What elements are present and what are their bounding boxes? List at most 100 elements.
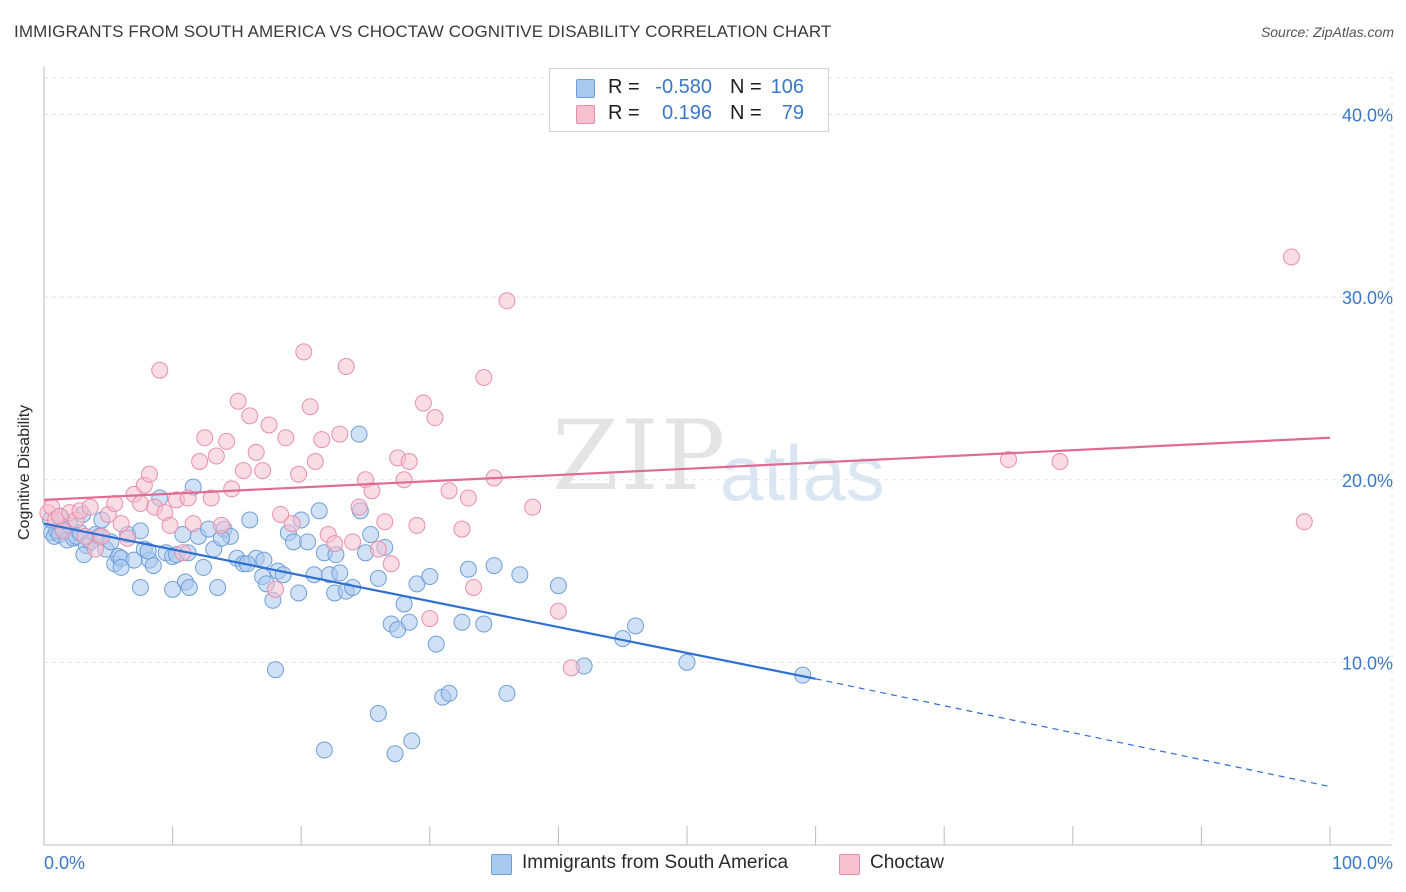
point-immigrants — [290, 584, 308, 602]
point-immigrants — [408, 575, 426, 593]
y-tick-label: 10.0% — [1342, 653, 1393, 673]
point-choctaw — [196, 429, 214, 447]
point-immigrants — [475, 615, 493, 633]
point-choctaw — [524, 498, 542, 516]
point-choctaw — [112, 515, 130, 533]
point-immigrants — [386, 745, 404, 763]
point-choctaw — [395, 471, 413, 489]
point-choctaw — [218, 432, 236, 450]
point-choctaw — [295, 343, 313, 361]
n-label: N = — [730, 102, 762, 124]
r-label: R = — [608, 102, 640, 124]
point-immigrants — [421, 568, 439, 586]
point-choctaw — [290, 465, 308, 483]
point-choctaw — [272, 505, 290, 523]
y-tick-label: 40.0% — [1342, 106, 1393, 126]
y-axis-label: Cognitive Disability — [16, 404, 33, 540]
point-immigrants — [241, 511, 259, 529]
point-immigrants — [627, 617, 645, 635]
point-immigrants — [131, 579, 149, 597]
point-choctaw — [131, 495, 149, 513]
point-choctaw — [549, 602, 567, 620]
point-immigrants — [266, 661, 284, 679]
point-choctaw — [350, 498, 368, 516]
point-choctaw — [81, 498, 99, 516]
point-immigrants — [395, 595, 413, 613]
tick-labels: 10.0% 20.0% 30.0% 40.0% 0.0% 100.0% — [44, 106, 1393, 873]
point-choctaw — [301, 398, 319, 416]
point-choctaw — [306, 453, 324, 470]
stats-row-choctaw: R = 0.196 N = 79 — [550, 102, 828, 128]
point-immigrants — [180, 579, 198, 597]
point-immigrants — [139, 542, 157, 560]
n-value: 79 — [781, 102, 804, 124]
point-choctaw — [1282, 248, 1300, 266]
point-choctaw — [331, 425, 349, 443]
n-label: N = — [730, 76, 762, 98]
point-immigrants — [284, 533, 302, 551]
point-choctaw — [414, 394, 432, 412]
point-choctaw — [254, 462, 272, 480]
point-choctaw — [229, 392, 247, 410]
watermark-zip: ZIP — [552, 400, 728, 512]
point-choctaw — [202, 489, 220, 507]
trend-immigrants-extrapolated — [815, 678, 1331, 788]
source-label: Source: ZipAtlas.com — [1260, 24, 1394, 40]
point-immigrants — [144, 557, 162, 575]
x-tick-label: 0.0% — [44, 853, 85, 873]
point-choctaw — [260, 416, 278, 434]
legend-swatch-choctaw — [576, 105, 595, 124]
legend-label-choctaw: Choctaw — [870, 852, 944, 873]
point-immigrants — [315, 741, 333, 759]
point-immigrants — [459, 560, 477, 578]
n-value: 106 — [770, 76, 804, 98]
point-immigrants — [453, 613, 471, 631]
point-immigrants — [164, 580, 182, 598]
legend-swatch-choctaw — [839, 854, 860, 875]
series-immigrants-points — [41, 425, 812, 763]
point-choctaw — [1051, 453, 1069, 470]
point-choctaw — [382, 555, 400, 573]
point-choctaw — [223, 480, 241, 498]
point-choctaw — [475, 368, 493, 386]
point-choctaw — [376, 513, 394, 531]
point-choctaw — [1295, 513, 1313, 531]
point-immigrants — [305, 566, 323, 584]
point-choctaw — [337, 358, 355, 376]
point-immigrants — [427, 635, 445, 653]
r-value: 0.196 — [661, 102, 712, 124]
r-value: -0.580 — [655, 76, 712, 98]
point-choctaw — [313, 431, 331, 449]
legend-label-immigrants: Immigrants from South America — [522, 852, 789, 873]
point-immigrants — [299, 533, 317, 551]
point-choctaw — [421, 610, 439, 628]
point-immigrants — [400, 613, 418, 631]
point-immigrants — [485, 557, 503, 575]
stats-legend: R = -0.580 N = 106 R = 0.196 N = 79 — [549, 68, 829, 132]
point-choctaw — [212, 516, 230, 534]
point-immigrants — [511, 566, 529, 584]
point-choctaw — [106, 495, 124, 513]
point-choctaw — [234, 462, 252, 480]
point-choctaw — [277, 429, 295, 447]
point-immigrants — [350, 425, 368, 443]
point-choctaw — [465, 579, 483, 597]
point-immigrants — [310, 502, 328, 520]
point-choctaw — [161, 516, 179, 534]
point-choctaw — [184, 515, 202, 533]
r-label: R = — [608, 76, 640, 98]
point-choctaw — [247, 443, 265, 461]
point-immigrants — [498, 684, 516, 702]
stats-row-immigrants: R = -0.580 N = 106 — [550, 76, 828, 102]
legend-swatch-immigrants — [576, 79, 595, 98]
trend-lines — [43, 436, 1331, 788]
trend-choctaw — [43, 436, 1331, 501]
watermark-atlas: atlas — [720, 429, 885, 517]
point-choctaw — [1000, 451, 1017, 469]
point-immigrants — [440, 684, 458, 702]
point-choctaw — [344, 533, 362, 551]
y-tick-label: 30.0% — [1342, 288, 1393, 308]
chart-title: IMMIGRANTS FROM SOUTH AMERICA VS CHOCTAW… — [14, 22, 832, 41]
series-choctaw-points — [39, 248, 1313, 677]
